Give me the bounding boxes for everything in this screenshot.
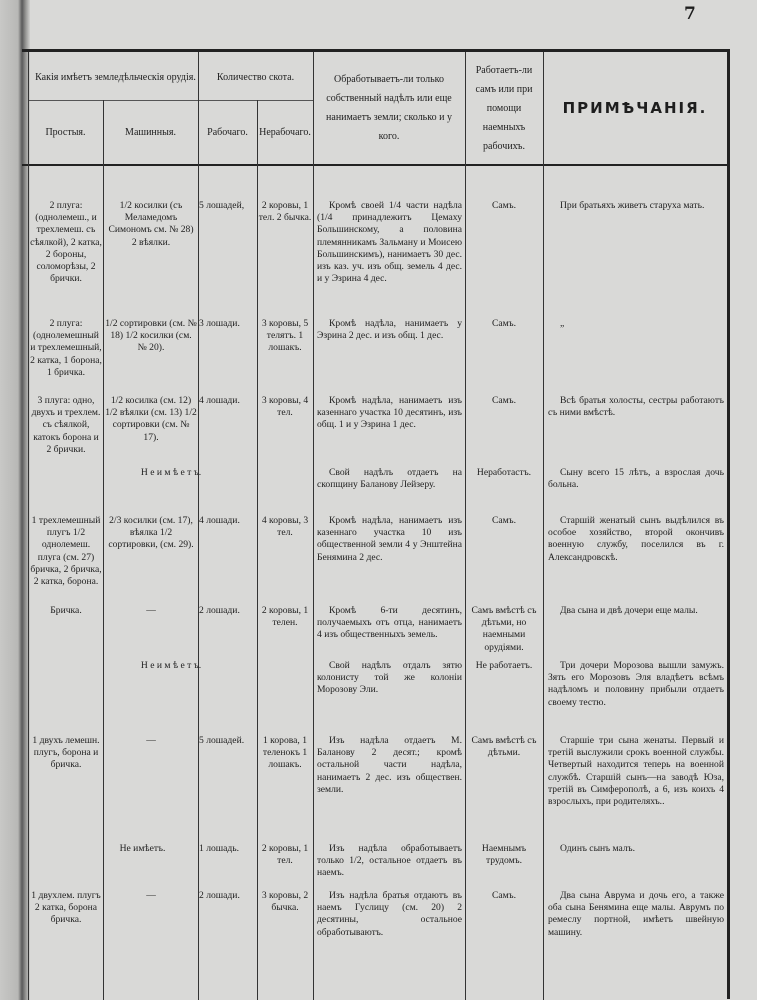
row-4-land-cell: Свой надѣлъ отдаетъ на скопщину Баланову… (317, 467, 462, 491)
row-9-land-cell: Изъ надѣла обработываетъ только 1/2, ост… (317, 843, 462, 879)
row-1-labor-cell: Самъ. (491, 200, 517, 211)
row-10-notes-cell: Два сына Аврума и дочь его, а также оба … (548, 890, 724, 938)
row-10-simple-cell: 1 двухлем. плугъ 2 катка, борона бричка. (31, 890, 101, 926)
row-3-machine-cell: 1/2 косилка (см. 12) 1/2 вѣялки (см. 13)… (105, 395, 197, 443)
row-9-nonworking-cell: 2 коровы, 1 тел. (261, 843, 309, 867)
row-7-land-cell: Свой надѣлъ отдалъ зятю колонисту той же… (317, 660, 462, 696)
row-1-simple-cell: 2 плуга: (однолемеш., и трехлемеш. съ сѣ… (30, 200, 102, 285)
row-9-working-cell: 1 лошадь. (199, 843, 240, 854)
row-9-notes-cell: Одинъ сынъ малъ. (560, 843, 636, 854)
table-top-rule (22, 49, 730, 52)
row-9-span2-cell: Не имѣетъ. (119, 843, 166, 854)
header-livestock-working: Рабочаго. (207, 126, 248, 138)
row-3-working-cell: 4 лошади. (199, 395, 240, 406)
column-rule (257, 100, 258, 1000)
row-6-notes-cell: Два сына и двѣ дочери еще малы. (560, 605, 698, 616)
row-6-simple-cell: Бричка. (50, 605, 82, 616)
row-7-notes-cell: Три дочери Морозова вышли замужъ. Зять е… (548, 660, 724, 708)
book-binding (0, 0, 30, 1000)
header-tools-simple: Простыя. (45, 126, 86, 138)
row-9-labor-cell: Наемнымъ трудомъ. (481, 843, 527, 867)
row-6-labor-cell: Самъ вмѣстѣ съ дѣтьми, но наемными оруді… (471, 605, 537, 653)
column-rule (313, 52, 314, 1000)
header-tools-machine: Машинныя. (125, 126, 176, 138)
row-8-notes-cell: Старшіе три сына женаты. Первый и третій… (548, 735, 724, 808)
row-4-labor-cell: Неработастъ. (476, 467, 532, 478)
column-rule (543, 52, 544, 1000)
row-1-land-cell: Кромѣ своей 1/4 части надѣла (1/4 принад… (317, 200, 462, 285)
row-6-machine-cell: — (146, 605, 156, 616)
header-bottom-rule (22, 164, 730, 166)
row-10-land-cell: Изъ надѣла братья отдаютъ въ наемъ Гусли… (317, 890, 462, 938)
row-5-working-cell: 4 лошади. (199, 515, 240, 526)
row-8-working-cell: 5 лошадей. (199, 735, 245, 746)
row-5-nonworking-cell: 4 коровы, 3 тел. (261, 515, 309, 539)
row-7-labor-cell: Не работаетъ. (475, 660, 533, 671)
row-6-land-cell: Кромѣ 6-ти десятинъ, получаемыхъ отъ отц… (317, 605, 462, 641)
header-tools-group: Какія имѣетъ земледѣльческія орудія. (35, 71, 196, 83)
header-land: Обработываетъ-ли только собственный надѣ… (326, 74, 452, 142)
row-6-nonworking-cell: 2 коровы, 1 телен. (261, 605, 309, 629)
row-5-simple-cell: 1 трехлемешный плугъ 1/2 однолемеш. плуг… (30, 515, 102, 588)
row-2-land-cell: Кромѣ надѣла, нанимаетъ у Эзрина 2 дес. … (317, 318, 462, 342)
row-3-simple-cell: 3 плуга: одно, двухъ и трехлем. съ сѣялк… (31, 395, 101, 455)
row-4-notes-cell: Сыну всего 15 лѣтъ, а взрослая дочь боль… (548, 467, 724, 491)
page-number: 7 (684, 4, 696, 24)
header-labor: Работаетъ-ли самъ или при помощи наемных… (475, 64, 533, 152)
row-3-land-cell: Кромѣ надѣла, нанимаетъ изъ казеннаго уч… (317, 395, 462, 431)
header-livestock-group: Количество скота. (216, 71, 295, 83)
table-right-rule (727, 49, 730, 999)
column-rule (465, 52, 466, 1000)
row-5-land-cell: Кромѣ надѣла, нанимаетъ изъ казеннаго уч… (317, 515, 462, 563)
header-livestock-nonworking: Нерабочаго. (259, 126, 311, 138)
row-5-labor-cell: Самъ. (491, 515, 517, 526)
row-5-machine-cell: 2/3 косилки (см. 17), вѣялка 1/2 сортиро… (108, 515, 194, 551)
row-2-machine-cell: 1/2 сортировки (см. № 18) 1/2 косилки (с… (105, 318, 197, 354)
row-2-working-cell: 3 лошади. (199, 318, 240, 329)
row-3-labor-cell: Самъ. (491, 395, 517, 406)
row-7-span-cell: Н е и м ѣ е т ъ. (140, 660, 202, 671)
row-3-nonworking-cell: 3 коровы, 4 тел. (261, 395, 309, 419)
row-10-labor-cell: Самъ. (491, 890, 517, 901)
row-8-simple-cell: 1 двухъ лемешн. плугъ, борона и бричка. (32, 735, 100, 771)
row-1-machine-cell: 1/2 косилки (съ Меламедомъ Симономъ см. … (108, 200, 194, 248)
row-2-simple-cell: 2 плуга: (однолемешный и трехлемешный, 2… (30, 318, 102, 378)
row-2-notes-cell: „ (560, 318, 565, 329)
column-rule (198, 52, 199, 1000)
row-10-working-cell: 2 лошади. (199, 890, 240, 901)
row-10-nonworking-cell: 3 коровы, 2 бычка. (261, 890, 309, 914)
header-sub-rule (28, 100, 313, 101)
row-1-working-cell: 5 лошадей, (199, 200, 245, 211)
column-rule (103, 100, 104, 1000)
row-5-notes-cell: Старшій женатый сынъ выдѣлился въ особое… (548, 515, 724, 563)
column-rule (28, 52, 29, 1000)
row-1-notes-cell: При братьяхъ живетъ старуха мать. (560, 200, 705, 211)
row-2-nonworking-cell: 3 коровы, 5 телятъ. 1 лошакъ. (261, 318, 309, 354)
row-4-span-cell: Н е и м ѣ е т ъ. (140, 467, 202, 478)
row-2-labor-cell: Самъ. (491, 318, 517, 329)
row-1-nonworking-cell: 2 коровы, 1 тел. 2 бычка. (258, 200, 312, 224)
header-notes: ПРИМѢЧАНІЯ. (562, 98, 708, 117)
row-3-notes-cell: Всѣ братья холосты, сестры работаютъ съ … (548, 395, 724, 419)
row-8-machine-cell: — (146, 735, 156, 746)
row-6-working-cell: 2 лошади. (199, 605, 240, 616)
row-8-labor-cell: Самъ вмѣстѣ съ дѣтьми. (471, 735, 537, 759)
row-8-nonworking-cell: 1 корова, 1 теленокъ 1 лошакъ. (262, 735, 308, 771)
row-10-machine-cell: — (146, 890, 156, 901)
row-8-land-cell: Изъ надѣла отдаетъ М. Баланову 2 десят.;… (317, 735, 462, 795)
